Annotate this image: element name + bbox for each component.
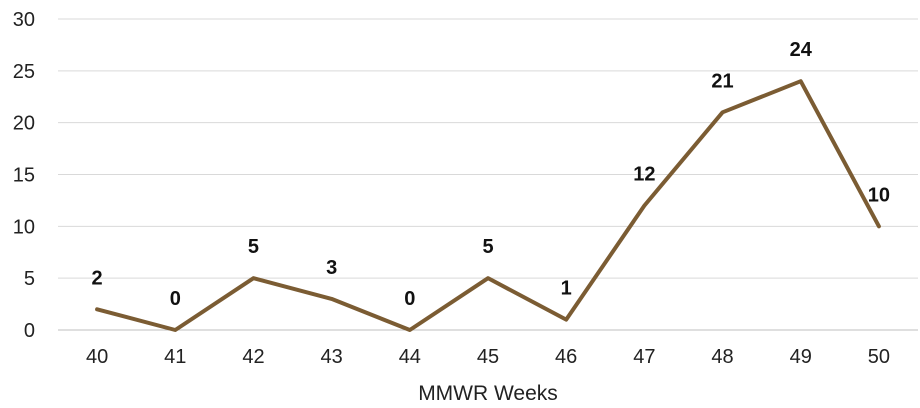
x-tick-label: 50: [868, 346, 890, 368]
y-tick-label: 0: [24, 320, 35, 342]
data-label: 12: [633, 164, 655, 186]
x-axis-title: MMWR Weeks: [418, 382, 558, 405]
x-tick-label: 44: [399, 346, 421, 368]
data-labels: 2 0 5 3 0 5 1 12 21 24 10: [92, 39, 891, 310]
y-axis-ticks: 0 5 10 15 20 25 30: [13, 9, 35, 342]
y-tick-label: 20: [13, 113, 35, 135]
y-tick-label: 10: [13, 216, 35, 238]
x-tick-label: 41: [164, 346, 186, 368]
gridlines: [58, 18, 918, 331]
x-tick-label: 48: [711, 346, 733, 368]
x-tick-label: 42: [242, 346, 264, 368]
y-tick-label: 25: [13, 61, 35, 83]
data-label: 0: [404, 288, 415, 310]
data-label: 3: [326, 257, 337, 279]
y-tick-label: 5: [24, 268, 35, 290]
x-tick-label: 46: [555, 346, 577, 368]
x-tick-label: 47: [633, 346, 655, 368]
data-label: 5: [482, 236, 493, 258]
x-axis-ticks: 40 41 42 43 44 45 46 47 48 49 50: [86, 346, 890, 368]
series-line: [95, 79, 881, 332]
data-label: 21: [711, 70, 733, 92]
data-label: 24: [790, 39, 813, 61]
x-tick-label: 49: [790, 346, 812, 368]
data-label: 10: [868, 184, 890, 206]
x-tick-label: 45: [477, 346, 499, 368]
y-tick-label: 30: [13, 9, 35, 31]
x-tick-label: 43: [321, 346, 343, 368]
y-tick-label: 15: [13, 165, 35, 187]
x-tick-label: 40: [86, 346, 108, 368]
data-label: 1: [561, 278, 572, 300]
data-label: 5: [248, 236, 259, 258]
data-label: 0: [170, 288, 181, 310]
data-label: 2: [92, 267, 103, 289]
